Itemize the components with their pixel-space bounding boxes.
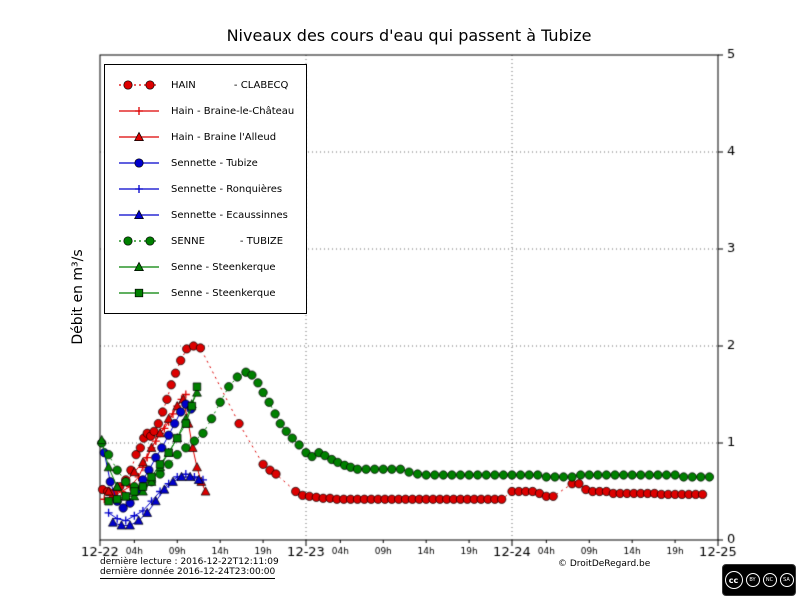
cc-by-icon: BY [745, 573, 760, 587]
last-data-text: dernière donnée 2016-12-24T23:00:00 [100, 567, 276, 579]
legend-marker-plus-icon [119, 107, 159, 115]
y-axis-label: Débit en m³/s [70, 249, 86, 345]
legend-marker-triangle-up-icon [119, 261, 159, 271]
legend: HAIN - CLABECQ Hain - Braine-le-Château Ha… [104, 64, 308, 314]
legend-label: Sennette - Tubize [171, 157, 258, 169]
legend-marker-circle-icon [119, 80, 159, 90]
cc-license-badge: cc BY NC SA [722, 564, 796, 596]
legend-item: SENNE - TUBIZE [117, 228, 294, 254]
copyright-text: © DroitDeRegard.be [558, 559, 651, 569]
cc-sa-icon: SA [779, 573, 794, 587]
last-reading-text: dernière lecture : 2016-12-22T12:11:09 [100, 557, 279, 567]
cc-nc-icon: NC [762, 573, 777, 587]
legend-item: Hain - Braine l'Alleud [117, 124, 294, 150]
cc-icon-row: cc BY NC SA [724, 571, 794, 589]
legend-marker-plus-icon [119, 185, 159, 193]
legend-item: Senne - Steenkerque [117, 254, 294, 280]
legend-item: Senne - Steenkerque [117, 280, 294, 306]
legend-marker-circle-icon [119, 158, 159, 168]
legend-item: Sennette - Tubize [117, 150, 294, 176]
legend-label: SENNE - TUBIZE [171, 235, 284, 247]
legend-label: HAIN - CLABECQ [171, 79, 289, 91]
legend-item: Sennette - Ecaussinnes [117, 202, 294, 228]
legend-item: Sennette - Ronquières [117, 176, 294, 202]
legend-item: Hain - Braine-le-Château [117, 98, 294, 124]
legend-label: Hain - Braine l'Alleud [171, 131, 277, 143]
legend-marker-triangle-up-icon [119, 131, 159, 141]
legend-label: Sennette - Ecaussinnes [171, 209, 288, 221]
legend-item: HAIN - CLABECQ [117, 72, 294, 98]
chart-title: Niveaux des cours d'eau qui passent à Tu… [226, 26, 592, 45]
legend-marker-circle-icon [119, 236, 159, 246]
legend-label: Senne - Steenkerque [171, 261, 276, 273]
legend-label: Senne - Steenkerque [171, 287, 276, 299]
legend-label: Hain - Braine-le-Château [171, 105, 295, 117]
legend-label: Sennette - Ronquières [171, 183, 283, 195]
legend-marker-triangle-up-icon [119, 209, 159, 219]
legend-marker-square-icon [119, 288, 159, 298]
cc-logo-icon: cc [724, 571, 743, 589]
